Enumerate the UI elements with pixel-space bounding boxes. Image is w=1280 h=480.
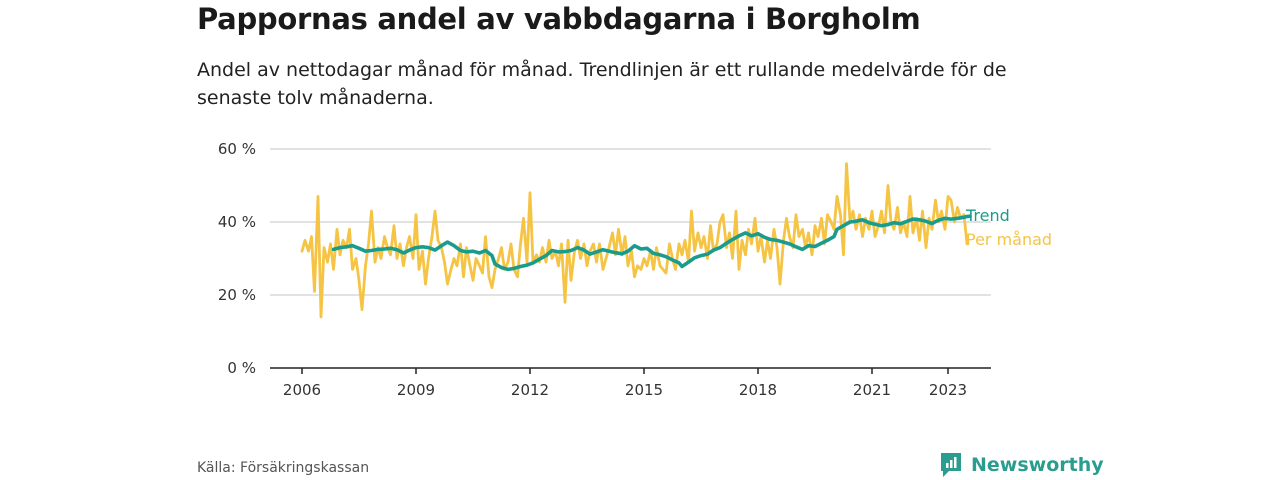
brand-name: Newsworthy (971, 454, 1104, 476)
brand-logo: Newsworthy (939, 451, 1104, 479)
legend: Trend Per månad (965, 206, 1052, 249)
x-tick-label: 2012 (511, 381, 549, 399)
y-tick-label: 40 % (218, 213, 256, 231)
trend-line (331, 214, 972, 272)
legend-label-trend: Trend (965, 206, 1010, 225)
x-tick-label: 2009 (397, 381, 435, 399)
newsworthy-logo-icon (941, 453, 961, 477)
series-lines (300, 162, 972, 319)
monthly-line (300, 162, 969, 319)
source-note: Källa: Försäkringskassan (197, 460, 370, 476)
axes: 0 % 20 % 40 % 60 % 2006 2009 2012 2015 2018 2021 2… (218, 140, 991, 399)
chart-title: Pappornas andel av vabbdagarna i Borghol… (197, 2, 921, 36)
x-tick-label: 2023 (929, 381, 967, 399)
legend-label-monthly: Per månad (966, 230, 1052, 249)
x-tick-label: 2015 (625, 381, 663, 399)
y-tick-label: 20 % (218, 286, 256, 304)
y-tick-label: 60 % (218, 140, 256, 158)
chart-subtitle: Andel av nettodagar månad för månad. Tre… (197, 59, 1007, 109)
x-tick-label: 2021 (853, 381, 891, 399)
x-tick-label: 2006 (283, 381, 321, 399)
y-tick-label: 0 % (227, 359, 256, 377)
x-tick-label: 2018 (739, 381, 777, 399)
